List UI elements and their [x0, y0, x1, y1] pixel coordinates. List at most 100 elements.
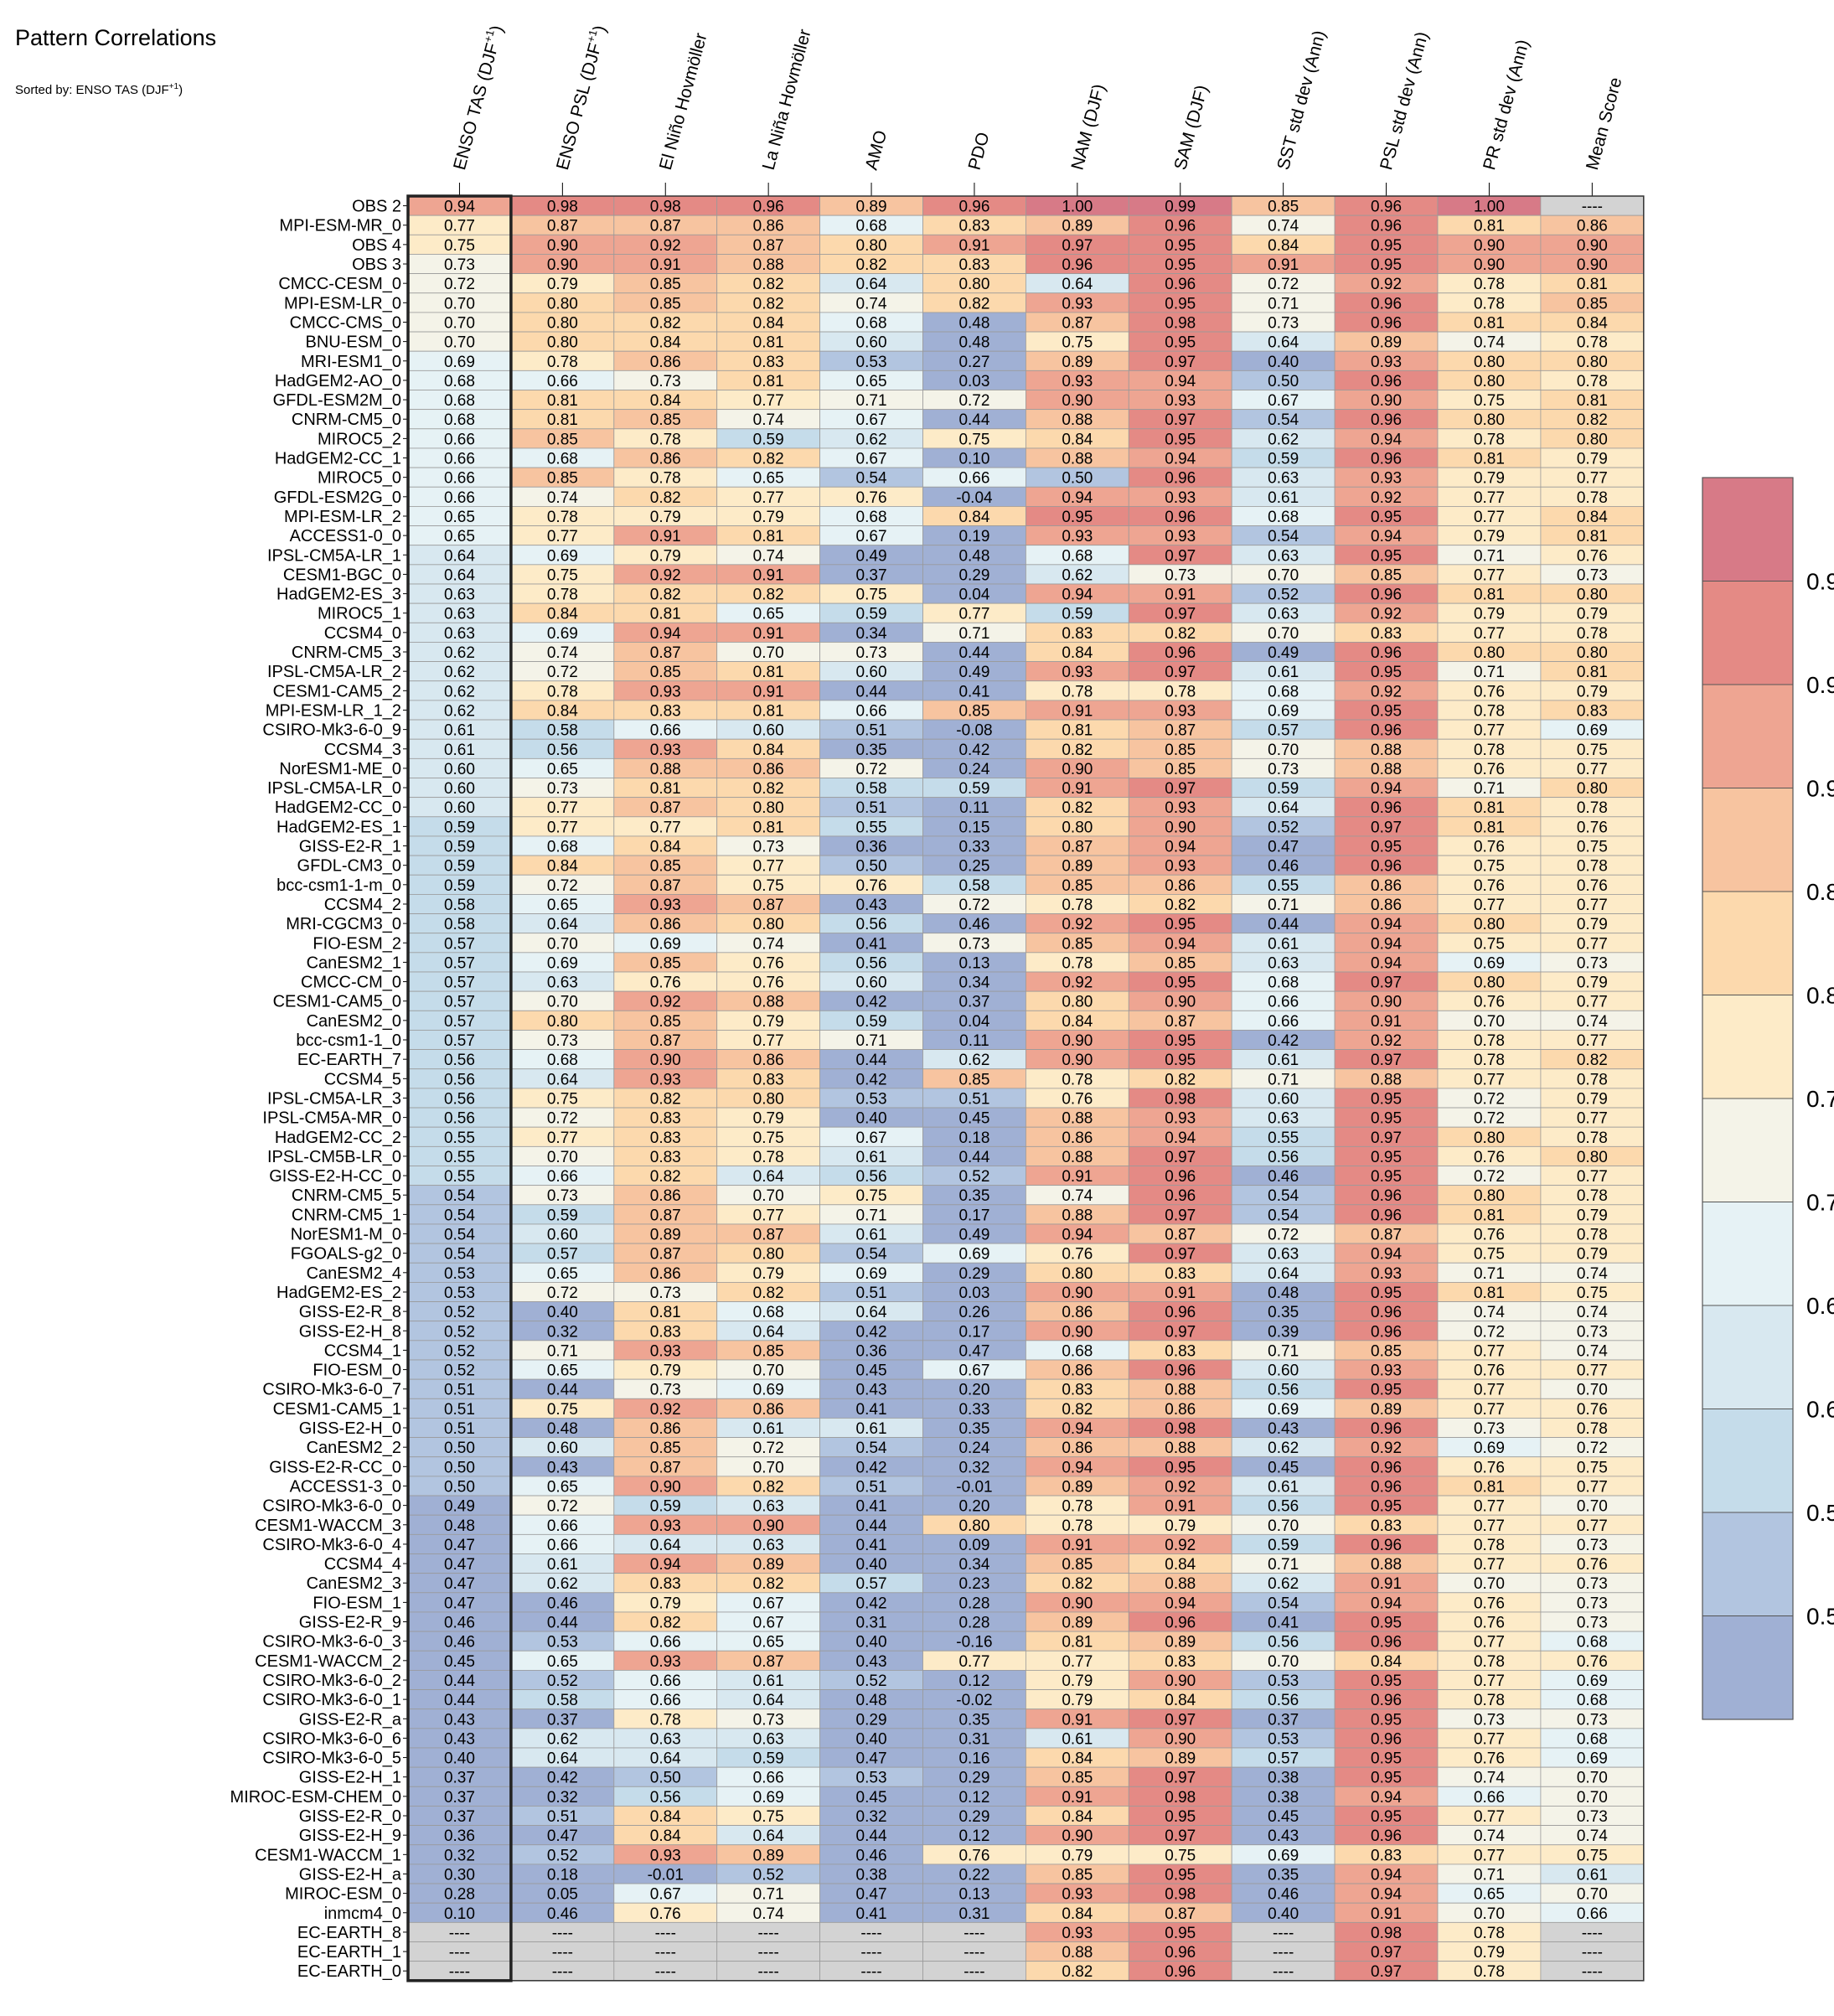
- cell-value-label: 0.79: [1474, 1944, 1505, 1962]
- row-label: MPI-ESM-MR_0: [279, 217, 401, 235]
- cell-value-label: 0.48: [958, 334, 989, 352]
- cell-value-label: 0.79: [1474, 528, 1505, 545]
- cell-value-label: 0.88: [1371, 1071, 1402, 1088]
- cell-value-label: 0.52: [444, 1323, 475, 1341]
- cell-value-label: 0.83: [1577, 702, 1608, 720]
- cell-value-label: 0.77: [1577, 1032, 1608, 1050]
- cell-value-label: 0.82: [958, 295, 989, 313]
- cell-value-label: 0.74: [1577, 1304, 1608, 1321]
- cell-value-label: 0.84: [1165, 1692, 1196, 1709]
- cell-value-label: 0.69: [1577, 1750, 1608, 1768]
- cell-value-label: 0.82: [753, 587, 784, 604]
- cell-value-label: 0.82: [753, 295, 784, 313]
- cell-value-label: 0.73: [547, 780, 578, 798]
- cell-value-label: 0.83: [1165, 1342, 1196, 1360]
- cell-value-label: 0.80: [753, 1246, 784, 1264]
- cell-value-label: 0.72: [547, 1498, 578, 1516]
- cell-value-label: 0.91: [1062, 1711, 1093, 1729]
- cell-value-label: 0.89: [856, 199, 887, 216]
- cell-value-label: 0.55: [444, 1168, 475, 1186]
- cell-value-label: 0.55: [856, 819, 887, 836]
- cell-value-label: 0.86: [1062, 1362, 1093, 1380]
- cell-value-label: 0.64: [753, 1323, 784, 1341]
- cell-value-label: 0.55: [1268, 1129, 1299, 1147]
- cell-value-label: 0.88: [1371, 1556, 1402, 1574]
- cell-value-label: 0.86: [1062, 1304, 1093, 1321]
- cell-value-label: 0.91: [1062, 1537, 1093, 1554]
- row-label: CESM1-WACCM_2: [255, 1652, 401, 1671]
- cell-value-label: 0.66: [1268, 994, 1299, 1011]
- cell-value-label: 0.70: [1268, 625, 1299, 643]
- column-label: SAM (DJF): [1170, 83, 1211, 172]
- cell-value-label: 0.90: [1165, 1672, 1196, 1690]
- cell-value-label: 0.87: [650, 1246, 681, 1264]
- cell-value-label: 0.44: [958, 644, 989, 662]
- cell-value-label: 0.66: [444, 451, 475, 468]
- cell-value-label: 0.40: [856, 1730, 887, 1748]
- cell-value-label: 0.74: [1577, 1827, 1608, 1845]
- row-label: CSIRO-Mk3-6-0_9: [262, 721, 401, 740]
- row-label: IPSL-CM5B-LR_0: [267, 1148, 401, 1166]
- cell-value-label: 0.80: [958, 276, 989, 293]
- cell-value-label: 0.92: [1371, 276, 1402, 293]
- row-label: GISS-E2-R_0: [299, 1807, 401, 1826]
- cell-value-label: 0.49: [958, 664, 989, 681]
- cell-value-label: 0.84: [547, 702, 578, 720]
- cell-value-label: 0.63: [547, 974, 578, 992]
- cell-value-label: 0.83: [1371, 1517, 1402, 1535]
- cell-value-label: 0.75: [1577, 839, 1608, 856]
- cell-value-label: 0.95: [1371, 664, 1402, 681]
- colorbar-tick-label: 0.55: [1806, 1500, 1834, 1526]
- cell-value-label: 0.70: [1577, 1382, 1608, 1399]
- cell-value-label: 0.30: [444, 1866, 475, 1884]
- cell-value-label: 0.41: [856, 935, 887, 953]
- cell-value-label: 0.44: [856, 1827, 887, 1845]
- cell-value-label: 0.56: [444, 1110, 475, 1128]
- cell-value-label: 0.44: [856, 1052, 887, 1069]
- cell-value-label: 0.73: [1577, 1537, 1608, 1554]
- cell-value-label: 0.61: [1062, 1730, 1093, 1748]
- cell-value-label: 0.87: [753, 897, 784, 914]
- cell-value-label: 0.78: [1577, 858, 1608, 876]
- cell-value-label: 0.71: [1474, 1265, 1505, 1283]
- row-label: MPI-ESM-LR_2: [284, 508, 401, 526]
- cell-value-label: 0.78: [1062, 1517, 1093, 1535]
- cell-value-label: 0.46: [856, 1847, 887, 1864]
- cell-value-label: 0.74: [1062, 1187, 1093, 1205]
- cell-value-label: 0.85: [547, 431, 578, 448]
- cell-value-label: 0.73: [547, 1032, 578, 1050]
- cell-value-label: 0.72: [547, 1285, 578, 1302]
- cell-value-label: 0.35: [856, 742, 887, 759]
- cell-value-label: 0.87: [1165, 1227, 1196, 1244]
- colorbar-segment: [1702, 1512, 1794, 1616]
- cell-value-label: 0.61: [856, 1149, 887, 1166]
- cell-value-label: 0.87: [1165, 1013, 1196, 1031]
- cell-value-label: 0.93: [1165, 1110, 1196, 1128]
- cell-value-label: 0.96: [1371, 314, 1402, 332]
- cell-value-label: 0.69: [1268, 1401, 1299, 1419]
- cell-value-label: 0.40: [1268, 1905, 1299, 1923]
- cell-value-label: 0.77: [1474, 897, 1505, 914]
- cell-value-label: 0.56: [1268, 1149, 1299, 1166]
- cell-value-label: 0.76: [1474, 1362, 1505, 1380]
- row-label: GFDL-CM3_0: [297, 857, 401, 876]
- cell-value-label: 0.94: [1062, 1420, 1093, 1438]
- cell-value-label: 0.82: [753, 451, 784, 468]
- cell-value-label: 0.52: [1268, 819, 1299, 836]
- cell-value-label: 0.64: [1268, 799, 1299, 817]
- cell-value-label: 0.97: [1165, 780, 1196, 798]
- cell-value-label: 0.67: [1268, 392, 1299, 410]
- cell-value-label: 0.77: [1577, 1110, 1608, 1128]
- cell-value-label: 0.70: [753, 1362, 784, 1380]
- row-label: GISS-E2-R_8: [299, 1303, 401, 1321]
- cell-value-label: 0.63: [753, 1498, 784, 1516]
- cell-value-label: 0.74: [1577, 1265, 1608, 1283]
- colorbar-tick-label: 0.65: [1806, 1293, 1834, 1319]
- cell-value-label: 0.98: [1165, 314, 1196, 332]
- row-label: CCSM4_0: [324, 624, 401, 643]
- cell-value-label: 0.59: [753, 1750, 784, 1768]
- cell-value-label: 0.81: [1474, 1285, 1505, 1302]
- row-label: CESM1-BGC_0: [283, 566, 401, 584]
- cell-value-label: 0.63: [1268, 1110, 1299, 1128]
- row-label: IPSL-CM5A-MR_0: [262, 1109, 401, 1128]
